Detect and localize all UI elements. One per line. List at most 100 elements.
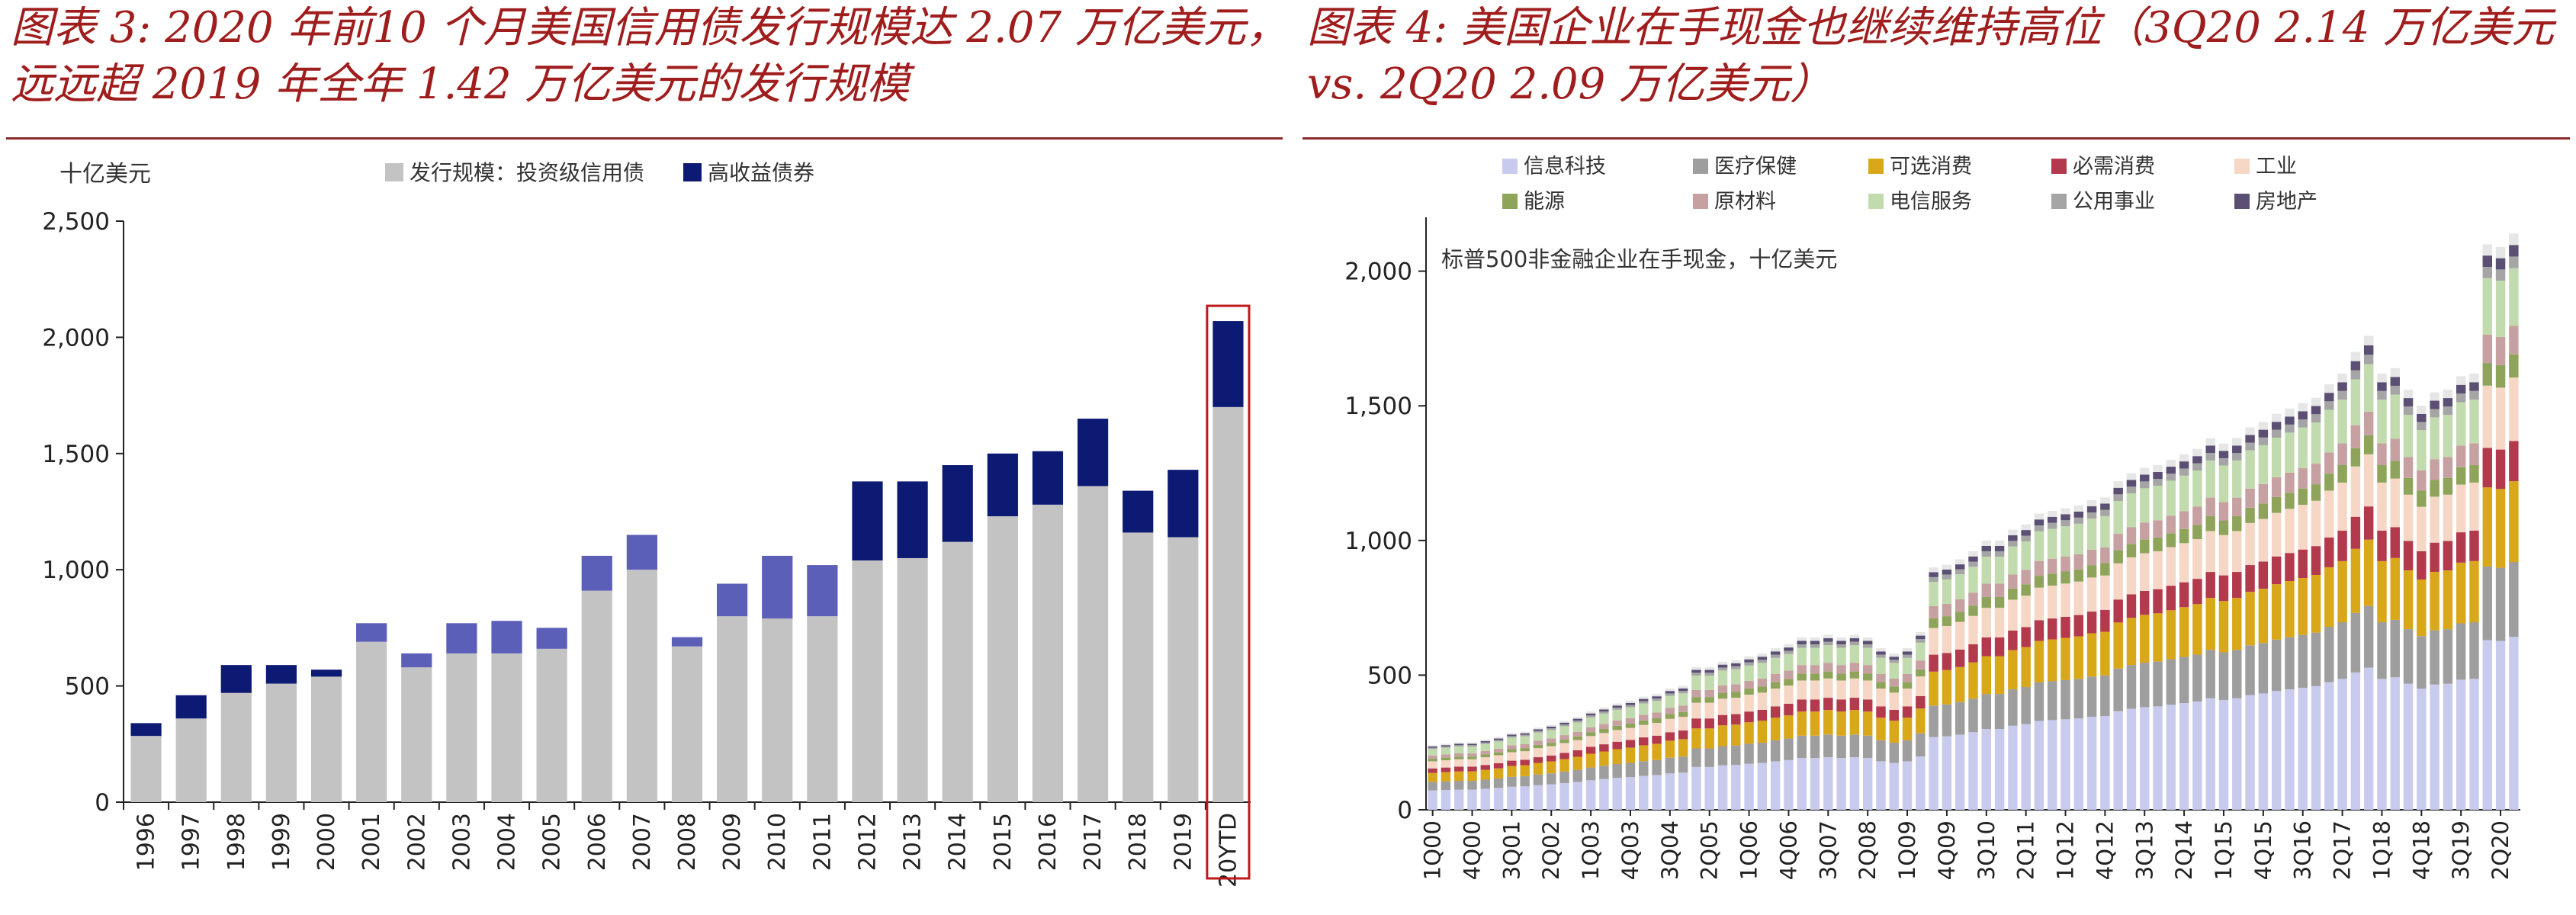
- bar-segment: [1428, 772, 1437, 782]
- bar-segment: [2495, 567, 2506, 641]
- bar-segment: [2337, 482, 2347, 531]
- x-tick-label: 3Q01: [1498, 820, 1524, 880]
- bar-segment: [1625, 705, 1636, 708]
- bar-segment: [1968, 592, 1978, 606]
- bar-segment: [1717, 692, 1728, 699]
- bar-segment: [1797, 758, 1807, 810]
- bar-segment: [2113, 550, 2123, 563]
- bar-segment: [1559, 771, 1569, 784]
- bar-segment: [2495, 281, 2506, 337]
- bar-segment: [2258, 503, 2269, 519]
- bar-segment: [1652, 743, 1662, 760]
- bar-segment: [2258, 643, 2269, 694]
- bar-segment: [1981, 694, 1992, 730]
- bar-segment: [2048, 558, 2057, 574]
- bar-segment: [2179, 543, 2189, 583]
- bar-segment: [2324, 474, 2334, 491]
- bar-segment: [1691, 718, 1701, 729]
- bar-segment: [1480, 765, 1491, 770]
- bar-segment: [2258, 437, 2269, 445]
- legend-label: 信息科技: [1524, 155, 1606, 178]
- bar-segment: [1744, 665, 1754, 681]
- bar-segment: [1954, 612, 1965, 622]
- bar-segment: [2192, 506, 2202, 525]
- bar-segment: [2350, 379, 2361, 425]
- bar-segment: [2060, 526, 2070, 557]
- bar-segment: [1784, 703, 1794, 716]
- bar-segment: [2140, 481, 2150, 489]
- bar-segment: [2509, 256, 2519, 268]
- bar-segment: [1678, 756, 1688, 773]
- bar-segment: [1731, 724, 1741, 746]
- bar-segment: [1520, 736, 1530, 744]
- bar-segment: [2403, 457, 2414, 478]
- bar-segment: [1836, 673, 1846, 681]
- bar-segment: [2008, 535, 2018, 541]
- bar-segment: [2048, 516, 2057, 523]
- bar-segment: [1493, 740, 1504, 742]
- bar-segment: [2377, 382, 2387, 391]
- bar-investment-grade: [762, 618, 793, 802]
- bar-segment: [1533, 774, 1543, 785]
- bar-segment: [1691, 666, 1701, 670]
- bar-segment: [1493, 748, 1504, 753]
- bar-segment: [2258, 518, 2269, 562]
- bar-segment: [1585, 746, 1596, 754]
- bar-segment: [1954, 599, 1965, 612]
- bar-segment: [2403, 398, 2414, 407]
- bar-segment: [1784, 644, 1794, 648]
- bar-segment: [1612, 730, 1622, 742]
- bar-segment: [1916, 695, 1926, 709]
- bar-segment: [1520, 775, 1530, 787]
- bar-segment: [2166, 659, 2176, 705]
- y-tick-label: 1,000: [1344, 528, 1412, 555]
- bar-segment: [1704, 748, 1714, 767]
- bar-segment: [2034, 620, 2044, 641]
- bar-segment: [1639, 696, 1649, 699]
- bar-segment: [1731, 669, 1741, 685]
- bar-segment: [1639, 698, 1649, 702]
- bar-segment: [1493, 762, 1504, 769]
- bar-segment: [1493, 741, 1504, 749]
- bar-segment: [1889, 692, 1899, 710]
- bar-segment: [1823, 645, 1833, 663]
- bar-segment: [1572, 718, 1583, 721]
- bar-segment: [1612, 778, 1622, 810]
- bar-segment: [1757, 742, 1768, 763]
- bar-segment: [1784, 650, 1794, 654]
- bar-segment: [2126, 557, 2137, 595]
- bar-segment: [1929, 567, 1938, 573]
- bar-segment: [2298, 419, 2308, 428]
- bar-segment: [1507, 786, 1517, 810]
- bar-segment: [2311, 546, 2321, 575]
- bar-segment: [1717, 664, 1728, 668]
- bar-segment: [1942, 704, 1952, 737]
- bar-segment: [2495, 364, 2506, 388]
- bar-segment: [2350, 548, 2361, 613]
- bar-segment: [2417, 406, 2427, 414]
- bar-segment: [1453, 745, 1464, 747]
- bar-segment: [2126, 665, 2137, 709]
- bar-segment: [1797, 637, 1807, 641]
- bar-segment: [2232, 650, 2242, 698]
- bar-segment: [2285, 416, 2295, 425]
- bar-segment: [2060, 637, 2070, 680]
- bar-segment: [1836, 711, 1846, 736]
- bar-segment: [2021, 596, 2031, 628]
- bar-segment: [2179, 511, 2189, 529]
- bar-segment: [1493, 738, 1504, 740]
- bar-segment: [1942, 579, 1952, 605]
- bar-segment: [1876, 689, 1886, 707]
- bar-segment: [2034, 682, 2044, 721]
- bar-segment: [2232, 515, 2242, 531]
- bar-segment: [2205, 698, 2215, 810]
- bar-segment: [1559, 724, 1569, 727]
- bar-segment: [2073, 636, 2084, 679]
- bar-segment: [1862, 640, 1873, 645]
- bar-segment: [1862, 647, 1873, 666]
- bar-segment: [2140, 467, 2150, 475]
- bar-segment: [1797, 699, 1807, 712]
- bar-segment: [2008, 574, 2018, 589]
- bar-segment: [1862, 735, 1873, 759]
